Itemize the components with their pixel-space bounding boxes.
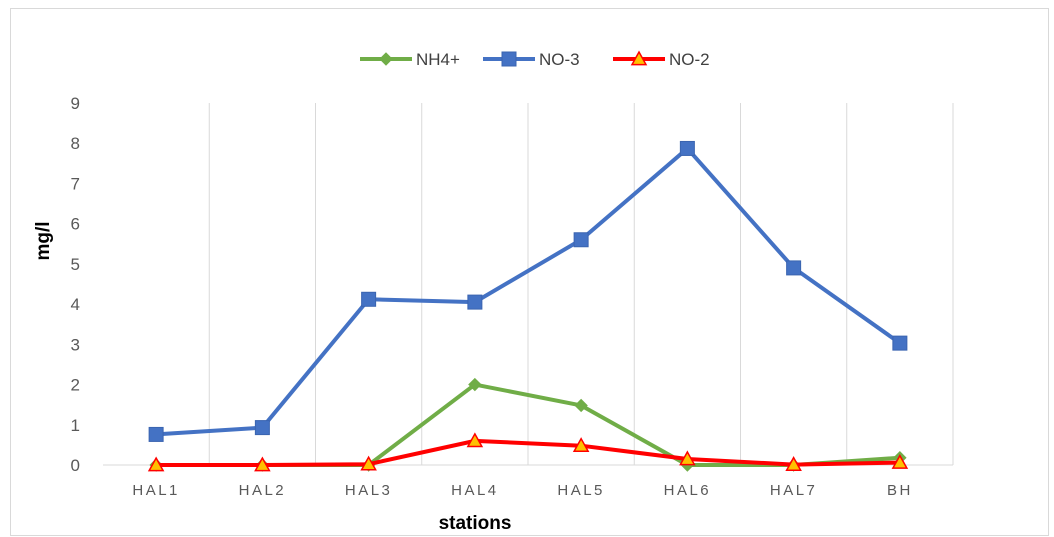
data-point-marker: [379, 52, 393, 66]
series-line: [154, 438, 902, 467]
y-tick-label: 3: [71, 335, 80, 354]
legend-label: NH4+: [416, 50, 460, 69]
y-tick-label: 9: [71, 94, 80, 113]
series-group: [147, 140, 909, 472]
y-tick-label: 8: [71, 134, 80, 153]
data-point-marker: [466, 432, 484, 448]
data-point-marker: [786, 260, 802, 276]
y-tick-label: 2: [71, 376, 80, 395]
data-point-marker: [361, 291, 377, 307]
data-point-marker: [147, 456, 165, 472]
y-tick-label: 6: [71, 215, 80, 234]
x-tick-labels: HAL1 HAL2 HAL3 HAL4 HAL5 HAL6 HAL7 BH: [132, 482, 913, 499]
legend-item: NO-3: [483, 50, 580, 69]
y-tick-label: 5: [71, 255, 80, 274]
data-point-marker: [785, 456, 802, 471]
y-tick-label: 0: [71, 456, 80, 475]
legend-item: NH4+: [360, 50, 460, 69]
y-tick-label: 1: [71, 416, 80, 435]
data-point-marker: [254, 456, 271, 472]
data-point-marker: [573, 232, 589, 248]
data-point-marker: [891, 454, 909, 469]
data-point-marker: [630, 50, 648, 66]
series-line: [154, 146, 902, 437]
x-tick-label: HAL6: [664, 482, 712, 499]
grid-lines: [208, 103, 954, 465]
data-point-marker: [468, 377, 482, 392]
data-point-marker: [360, 455, 377, 471]
x-axis-title: stations: [439, 513, 512, 534]
y-tick-label: 4: [71, 295, 80, 314]
x-tick-label: BH: [887, 482, 913, 499]
series-no-2: [147, 432, 909, 472]
data-point-marker: [892, 335, 908, 351]
x-tick-label: HAL4: [451, 482, 499, 499]
data-point-marker: [572, 437, 590, 453]
data-point-marker: [679, 450, 696, 466]
series-no-3: [148, 140, 908, 442]
legend-label: NO-3: [539, 50, 580, 69]
y-axis-title: mg/l: [33, 221, 54, 260]
data-point-marker: [501, 51, 517, 67]
legend-label: NO-2: [669, 50, 710, 69]
legend-item: NO-2: [613, 50, 710, 69]
data-point-marker: [679, 140, 695, 156]
x-tick-label: HAL3: [345, 482, 393, 499]
x-tick-label: HAL5: [557, 482, 605, 499]
x-tick-label: HAL1: [132, 482, 180, 499]
data-point-marker: [467, 294, 483, 310]
legend: NH4+ NO-3 NO-2: [360, 50, 710, 69]
x-tick-label: HAL2: [239, 482, 287, 499]
y-tick-labels: 0 1 2 3 4 5 6 7 8 9: [71, 94, 80, 475]
y-tick-label: 7: [71, 174, 80, 193]
x-tick-label: HAL7: [770, 482, 818, 499]
data-point-marker: [148, 426, 164, 442]
data-point-marker: [574, 398, 588, 413]
data-point-marker: [254, 420, 270, 436]
